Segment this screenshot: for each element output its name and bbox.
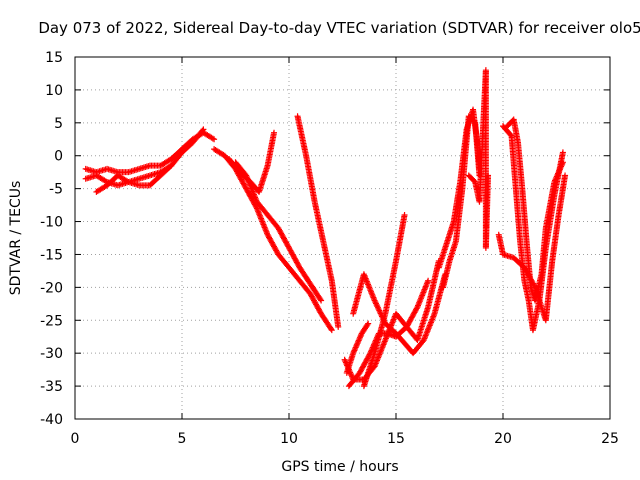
grid [75,57,610,419]
data-point [485,172,492,179]
x-axis: 0 5 10 15 20 25 [71,57,619,447]
y-tick-label: -10 [40,215,63,231]
y-axis: -40 -35 -30 -25 -20 -15 -10 -5 0 5 10 15 [40,50,610,428]
data-marks [82,67,569,390]
data-point [471,118,478,125]
data-point [562,172,569,179]
x-tick-label: 0 [71,431,80,447]
data-point [209,135,216,142]
data-point [199,127,206,134]
y-tick-label: 0 [54,149,63,165]
y-axis-label: SDTVAR / TECUs [8,181,24,296]
plot-frame [74,56,611,420]
data-point [124,178,131,185]
data-point [507,131,514,138]
x-tick-label: 20 [494,431,512,447]
y-tick-label: 10 [45,83,63,99]
data-point [425,277,432,284]
data-point [317,296,324,303]
y-tick-label: -20 [40,280,63,296]
data-point [559,149,566,156]
y-tick-label: -35 [40,379,63,395]
x-axis-label: GPS time / hours [281,459,398,475]
y-tick-label: -15 [40,247,63,263]
data-point [364,321,371,328]
data-point [328,327,335,334]
data-point [401,211,408,218]
data-point [318,297,325,304]
data-point [413,305,420,312]
y-tick-label: 5 [54,116,63,132]
data-point [471,177,478,184]
x-tick-label: 15 [387,431,405,447]
data-point [211,136,218,143]
y-tick-label: -5 [49,182,63,198]
data-point [327,325,334,332]
data-point [271,129,278,136]
data-point [559,159,566,166]
y-tick-label: -40 [40,412,63,428]
y-tick-label: -25 [40,313,63,329]
x-tick-label: 5 [178,431,187,447]
x-tick-label: 25 [601,431,619,447]
chart-title: Day 073 of 2022, Sidereal Day-to-day VTE… [38,19,640,37]
data-point [200,126,207,133]
data-point [335,323,342,330]
y-tick-label: -30 [40,346,63,362]
y-tick-label: 15 [45,50,63,66]
data-point [365,320,372,327]
x-tick-label: 10 [280,431,298,447]
